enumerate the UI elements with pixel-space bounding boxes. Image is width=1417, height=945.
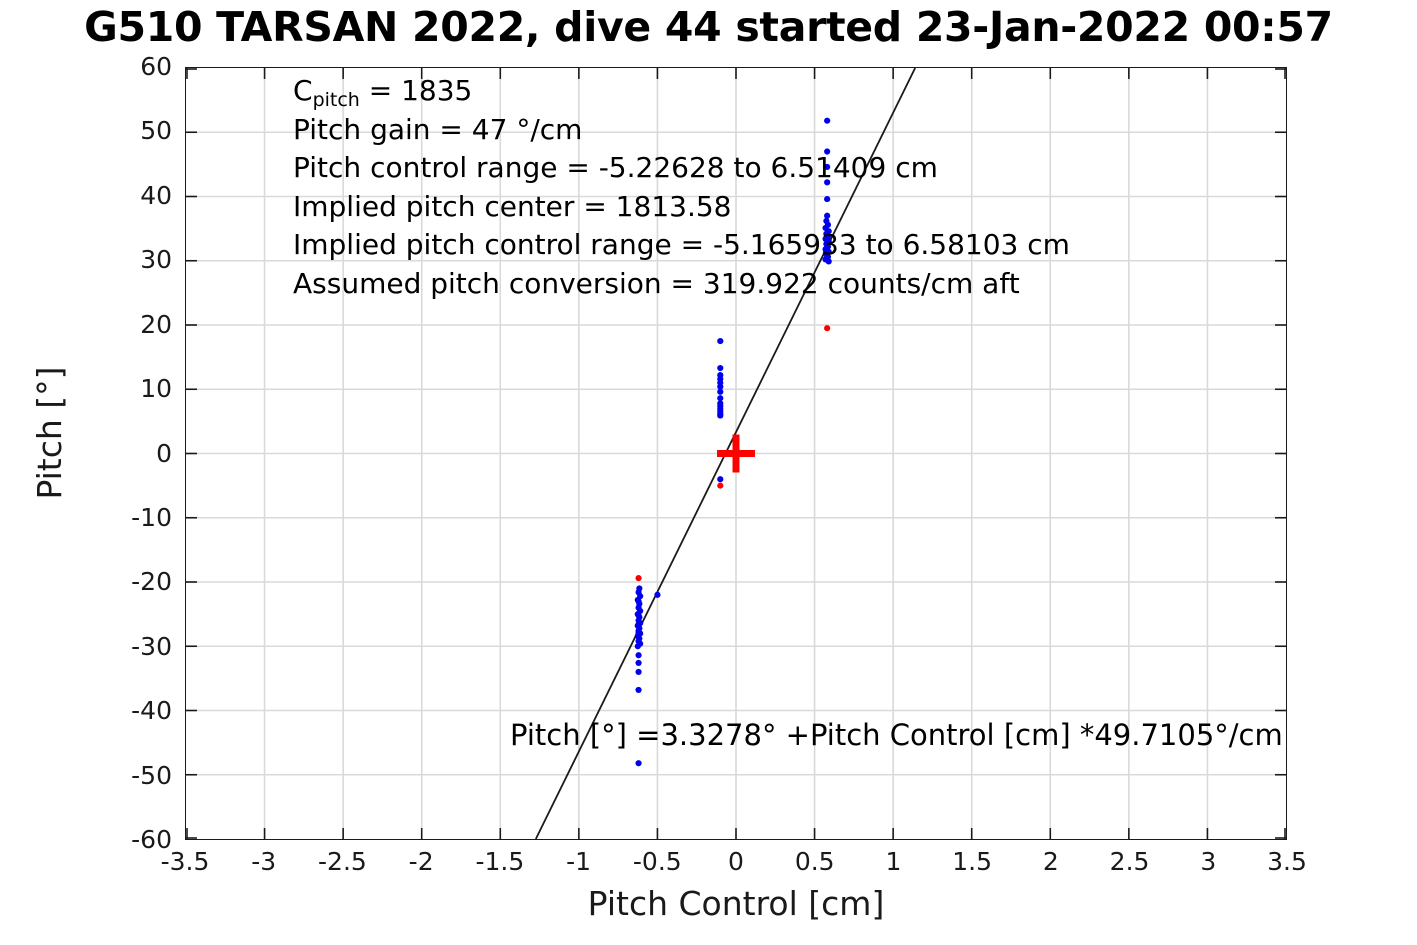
- y-tick-label: -50: [131, 760, 172, 790]
- y-tick-label: -10: [131, 502, 172, 532]
- x-tick-label: 2.5: [1109, 847, 1150, 876]
- y-tick-label: 50: [140, 116, 172, 146]
- y-tick-label: 0: [156, 438, 172, 468]
- x-tick-label: -3.5: [160, 847, 210, 876]
- page-title: G510 TARSAN 2022, dive 44 started 23-Jan…: [84, 3, 1333, 51]
- x-tick-label: 0: [728, 847, 744, 876]
- axis-ticks: [186, 68, 1286, 839]
- y-tick-label: 40: [140, 180, 172, 210]
- y-tick-label: -30: [131, 631, 172, 661]
- x-tick-label: -1: [566, 847, 592, 876]
- y-tick-label: 20: [140, 309, 172, 339]
- y-tick-label: 30: [140, 245, 172, 275]
- y-tick-label: -20: [131, 567, 172, 597]
- y-tick-label: 10: [140, 374, 172, 404]
- y-tick-label: 60: [140, 52, 172, 81]
- x-tick-label: 3.5: [1267, 847, 1307, 876]
- y-tick-label: -60: [131, 825, 172, 854]
- data-points: [634, 117, 832, 767]
- x-tick-label: 0.5: [794, 847, 835, 876]
- x-tick-label: 2: [1042, 847, 1059, 876]
- plot-svg: [186, 68, 1286, 839]
- y-axis-title: Pitch [°]: [30, 366, 69, 500]
- gridlines: [186, 68, 1286, 839]
- special-markers: [717, 434, 755, 473]
- x-axis-title: Pitch Control [cm]: [587, 884, 885, 923]
- x-tick-label: 3: [1200, 847, 1217, 876]
- x-tick-label: -2: [408, 847, 434, 876]
- x-tick-label: -0.5: [632, 847, 682, 876]
- x-tick-label: 1: [885, 847, 902, 876]
- x-tick-label: -1.5: [475, 847, 525, 876]
- plot-axes-area: [185, 67, 1287, 840]
- x-tick-label: -3: [251, 847, 277, 876]
- y-tick-label: -40: [131, 696, 172, 726]
- x-tick-label: 1.5: [952, 847, 993, 876]
- x-tick-label: -2.5: [318, 847, 367, 876]
